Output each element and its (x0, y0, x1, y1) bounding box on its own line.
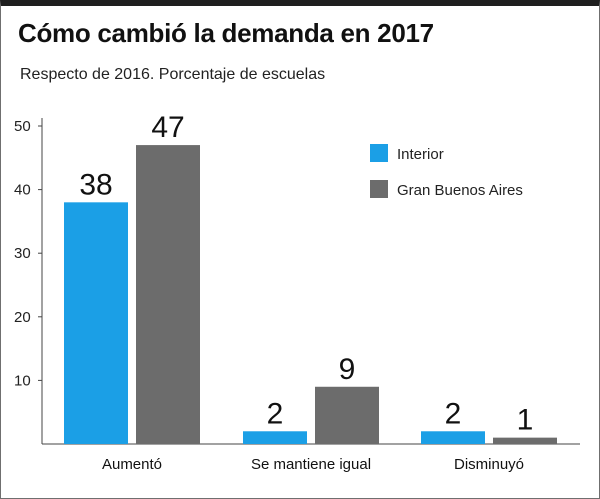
data-label: 2 (445, 397, 462, 430)
bar-interior-1 (243, 431, 307, 444)
chart-subtitle: Respecto de 2016. Porcentaje de escuelas (20, 66, 326, 83)
data-label: 2 (267, 397, 284, 430)
y-tick-label: 10 (14, 372, 31, 389)
bar-interior-2 (421, 431, 485, 444)
y-axis: 50 40 30 20 10 (14, 118, 580, 445)
data-label: 9 (339, 353, 356, 386)
bar-gba-2 (493, 437, 557, 444)
y-tick-label: 40 (14, 182, 31, 199)
category-label: Disminuyó (454, 456, 524, 473)
data-label: 1 (517, 404, 534, 437)
y-tick-label: 30 (14, 245, 31, 262)
category-label: Se mantiene igual (251, 456, 371, 473)
legend-swatch-interior (370, 144, 388, 162)
legend-label: Gran Buenos Aires (397, 182, 523, 199)
bars (64, 145, 557, 444)
legend-swatch-gba (370, 180, 388, 198)
chart-title: Cómo cambió la demanda en 2017 (18, 18, 434, 48)
bar-gba-0 (136, 145, 200, 444)
legend-label: Interior (397, 146, 444, 163)
bar-interior-0 (64, 202, 128, 444)
data-label: 47 (151, 111, 184, 144)
data-label: 38 (79, 168, 112, 201)
category-label: Aumentó (102, 456, 162, 473)
category-labels: Aumentó Se mantiene igual Disminuyó (102, 456, 524, 473)
legend: Interior Gran Buenos Aires (370, 144, 523, 199)
y-tick-label: 50 (14, 118, 31, 135)
bar-gba-1 (315, 386, 379, 444)
y-tick-label: 20 (14, 309, 31, 326)
data-labels: 38 47 2 9 2 1 (79, 111, 533, 437)
